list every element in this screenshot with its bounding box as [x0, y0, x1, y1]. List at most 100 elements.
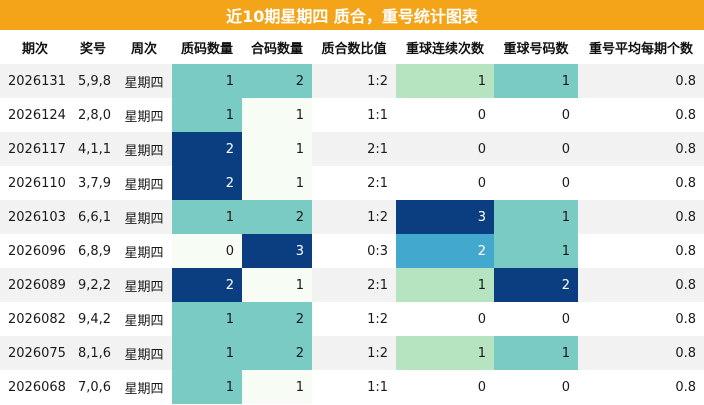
avg-cell: 0.8: [578, 98, 704, 132]
period-cell: 2026110: [0, 166, 70, 200]
avg-cell: 0.8: [578, 234, 704, 268]
period-cell: 2026075: [0, 336, 70, 370]
composite-cell: 1: [242, 132, 312, 166]
weekday-cell: 星期四: [116, 200, 172, 234]
weekday-cell: 星期四: [116, 234, 172, 268]
ratio-cell: 1:1: [312, 98, 396, 132]
repeat-streak-cell: 1: [396, 268, 494, 302]
composite-cell: 1: [242, 268, 312, 302]
repeat-count-cell: 0: [494, 302, 578, 336]
repeat-streak-cell: 0: [396, 98, 494, 132]
period-cell: 2026124: [0, 98, 70, 132]
numbers-cell: 3,7,9: [70, 166, 116, 200]
avg-cell: 0.8: [578, 132, 704, 166]
repeat-streak-cell: 0: [396, 166, 494, 200]
ratio-cell: 1:2: [312, 336, 396, 370]
numbers-cell: 9,4,2: [70, 302, 116, 336]
repeat-count-cell: 1: [494, 336, 578, 370]
table-row: 2026089 9,2,2 星期四 2 1 2:1 1 2 0.8: [0, 268, 704, 302]
table-row: 2026117 4,1,1 星期四 2 1 2:1 0 0 0.8: [0, 132, 704, 166]
ratio-cell: 1:2: [312, 64, 396, 98]
numbers-cell: 6,6,1: [70, 200, 116, 234]
table-row: 2026103 6,6,1 星期四 1 2 1:2 3 1 0.8: [0, 200, 704, 234]
header-repeat-count: 重球号码数: [494, 30, 578, 64]
header-ratio: 质合数比值: [312, 30, 396, 64]
repeat-streak-cell: 3: [396, 200, 494, 234]
weekday-cell: 星期四: [116, 132, 172, 166]
avg-cell: 0.8: [578, 336, 704, 370]
prime-cell: 2: [172, 132, 242, 166]
header-numbers: 奖号: [70, 30, 116, 64]
numbers-cell: 7,0,6: [70, 370, 116, 404]
header-period: 期次: [0, 30, 70, 64]
ratio-cell: 2:1: [312, 166, 396, 200]
numbers-cell: 8,1,6: [70, 336, 116, 370]
prime-cell: 2: [172, 268, 242, 302]
composite-cell: 2: [242, 64, 312, 98]
ratio-cell: 1:2: [312, 302, 396, 336]
numbers-cell: 5,9,8: [70, 64, 116, 98]
table-row: 2026124 2,8,0 星期四 1 1 1:1 0 0 0.8: [0, 98, 704, 132]
header-composite: 合码数量: [242, 30, 312, 64]
repeat-count-cell: 0: [494, 370, 578, 404]
composite-cell: 2: [242, 302, 312, 336]
stats-table: 期次 奖号 周次 质码数量 合码数量 质合数比值 重球连续次数 重球号码数 重号…: [0, 30, 704, 404]
repeat-count-cell: 2: [494, 268, 578, 302]
composite-cell: 1: [242, 370, 312, 404]
composite-cell: 2: [242, 336, 312, 370]
period-cell: 2026082: [0, 302, 70, 336]
ratio-cell: 1:1: [312, 370, 396, 404]
prime-cell: 1: [172, 336, 242, 370]
repeat-streak-cell: 0: [396, 132, 494, 166]
prime-cell: 1: [172, 200, 242, 234]
table-row: 2026131 5,9,8 星期四 1 2 1:2 1 1 0.8: [0, 64, 704, 98]
table-row: 2026068 7,0,6 星期四 1 1 1:1 0 0 0.8: [0, 370, 704, 404]
table-row: 2026110 3,7,9 星期四 2 1 2:1 0 0 0.8: [0, 166, 704, 200]
repeat-streak-cell: 0: [396, 370, 494, 404]
ratio-cell: 1:2: [312, 200, 396, 234]
header-avg: 重号平均每期个数: [578, 30, 704, 64]
repeat-count-cell: 0: [494, 132, 578, 166]
numbers-cell: 6,8,9: [70, 234, 116, 268]
table-body: 2026131 5,9,8 星期四 1 2 1:2 1 1 0.8 202612…: [0, 64, 704, 404]
repeat-streak-cell: 1: [396, 64, 494, 98]
weekday-cell: 星期四: [116, 336, 172, 370]
ratio-cell: 2:1: [312, 132, 396, 166]
weekday-cell: 星期四: [116, 166, 172, 200]
weekday-cell: 星期四: [116, 64, 172, 98]
prime-cell: 1: [172, 370, 242, 404]
table-row: 2026075 8,1,6 星期四 1 2 1:2 1 1 0.8: [0, 336, 704, 370]
period-cell: 2026089: [0, 268, 70, 302]
ratio-cell: 0:3: [312, 234, 396, 268]
numbers-cell: 9,2,2: [70, 268, 116, 302]
avg-cell: 0.8: [578, 302, 704, 336]
ratio-cell: 2:1: [312, 268, 396, 302]
chart-title: 近10期星期四 质合，重号统计图表: [0, 0, 704, 30]
header-row: 期次 奖号 周次 质码数量 合码数量 质合数比值 重球连续次数 重球号码数 重号…: [0, 30, 704, 64]
avg-cell: 0.8: [578, 268, 704, 302]
header-weekday: 周次: [116, 30, 172, 64]
period-cell: 2026131: [0, 64, 70, 98]
prime-cell: 0: [172, 234, 242, 268]
composite-cell: 1: [242, 98, 312, 132]
composite-cell: 2: [242, 200, 312, 234]
repeat-count-cell: 1: [494, 234, 578, 268]
weekday-cell: 星期四: [116, 302, 172, 336]
weekday-cell: 星期四: [116, 98, 172, 132]
header-repeat-streak: 重球连续次数: [396, 30, 494, 64]
numbers-cell: 4,1,1: [70, 132, 116, 166]
avg-cell: 0.8: [578, 200, 704, 234]
repeat-streak-cell: 0: [396, 302, 494, 336]
numbers-cell: 2,8,0: [70, 98, 116, 132]
period-cell: 2026096: [0, 234, 70, 268]
avg-cell: 0.8: [578, 166, 704, 200]
prime-cell: 1: [172, 98, 242, 132]
weekday-cell: 星期四: [116, 268, 172, 302]
repeat-count-cell: 1: [494, 64, 578, 98]
prime-cell: 1: [172, 302, 242, 336]
avg-cell: 0.8: [578, 370, 704, 404]
avg-cell: 0.8: [578, 64, 704, 98]
weekday-cell: 星期四: [116, 370, 172, 404]
prime-cell: 1: [172, 64, 242, 98]
repeat-count-cell: 1: [494, 200, 578, 234]
